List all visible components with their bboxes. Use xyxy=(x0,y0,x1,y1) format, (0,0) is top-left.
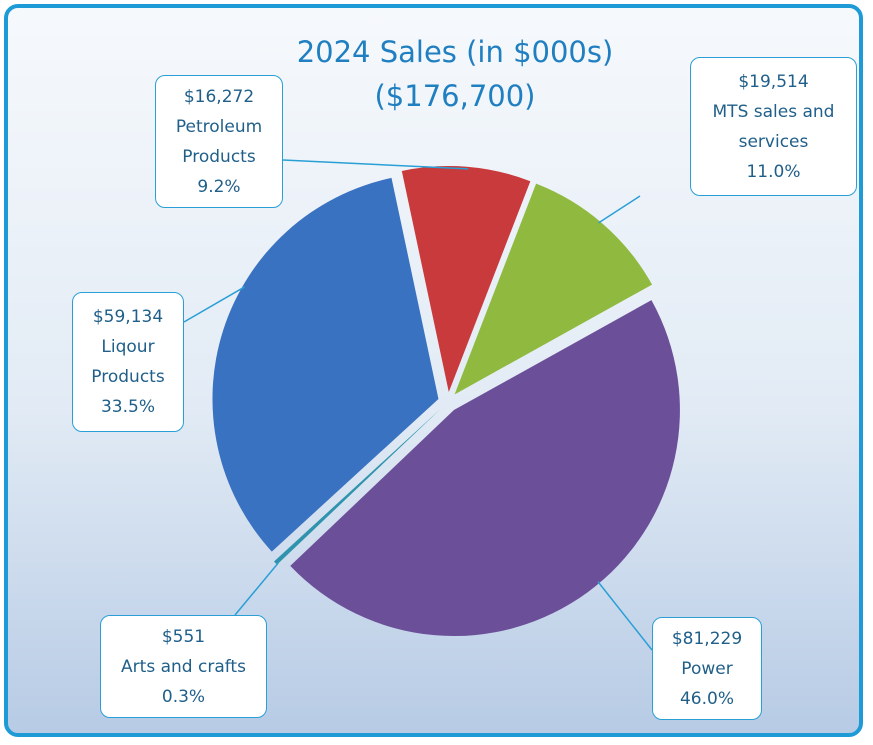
data-label-percent: 0.3% xyxy=(161,686,206,707)
data-label-value: $81,229 xyxy=(671,628,743,649)
data-label-percent: 46.0% xyxy=(679,688,734,709)
callout-pointer xyxy=(598,195,641,224)
callout-pointer xyxy=(234,562,279,616)
data-label-value: $19,514 xyxy=(738,71,809,92)
data-label-percent: 11.0% xyxy=(746,161,801,182)
data-label-box: $59,134 Liqour Products 33.5% xyxy=(72,292,184,432)
pie-slice xyxy=(290,300,680,637)
pie-slice xyxy=(274,408,441,565)
data-label-category: Power xyxy=(681,658,733,679)
callout-pointer xyxy=(597,581,653,651)
data-label-category: Arts and crafts xyxy=(121,656,246,677)
data-label-box: $81,229 Power 46.0% xyxy=(652,617,762,720)
data-label-box: $551 Arts and crafts 0.3% xyxy=(100,615,267,718)
chart-title: 2024 Sales (in $000s) xyxy=(297,35,614,69)
data-label-category: MTS sales and services xyxy=(712,101,835,152)
data-label-value: $551 xyxy=(161,626,206,647)
callout-pointer xyxy=(282,159,469,170)
data-label-value: $59,134 xyxy=(92,307,164,327)
pie-slice xyxy=(454,183,653,395)
data-label-category: Liqour Products xyxy=(91,337,165,387)
data-label-percent: 33.5% xyxy=(100,397,155,417)
chart-subtitle: ($176,700) xyxy=(374,79,535,113)
data-label-percent: 9.2% xyxy=(197,176,241,197)
data-label-box: $16,272 Petroleum Products 9.2% xyxy=(155,75,283,208)
pie-slice xyxy=(212,177,439,552)
data-label-box: $19,514 MTS sales and services 11.0% xyxy=(690,57,857,196)
data-label-value: $16,272 xyxy=(183,86,255,107)
callout-pointer xyxy=(183,286,245,323)
pie-slice xyxy=(401,166,531,393)
data-label-category: Petroleum Products xyxy=(175,116,263,167)
